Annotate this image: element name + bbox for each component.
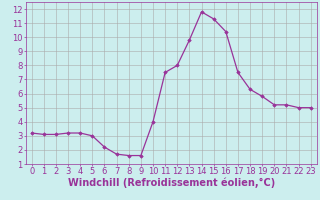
X-axis label: Windchill (Refroidissement éolien,°C): Windchill (Refroidissement éolien,°C) (68, 177, 275, 188)
